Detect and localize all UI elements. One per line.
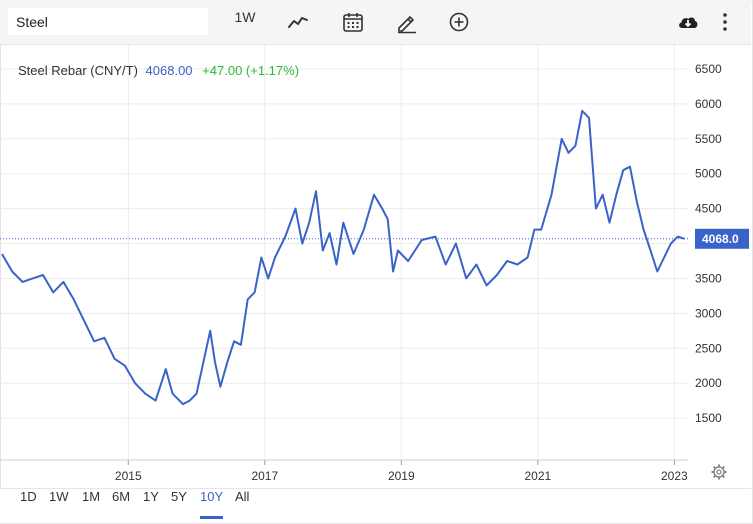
search-input[interactable] [8, 8, 208, 35]
calendar-icon[interactable] [341, 10, 365, 34]
y-tick-label: 2000 [695, 376, 722, 390]
range-button-1y[interactable]: 1Y [143, 489, 159, 504]
chart-grid [0, 45, 688, 460]
range-button-1d[interactable]: 1D [20, 489, 37, 504]
legend-series-name: Steel Rebar (CNY/T) [18, 63, 138, 78]
legend: Steel Rebar (CNY/T) 4068.00 +47.00 (+1.1… [18, 63, 299, 78]
range-button-1w[interactable]: 1W [49, 489, 69, 504]
chart-line-icon[interactable] [286, 10, 310, 34]
y-tick-label: 2500 [695, 341, 722, 355]
last-price-label: 4068.0 [695, 228, 749, 249]
last-price-value: 4068.0 [702, 232, 739, 246]
y-tick-label: 3500 [695, 271, 722, 285]
range-button-6m[interactable]: 6M [112, 489, 131, 504]
range-button-all[interactable]: All [235, 489, 250, 504]
y-tick-label: 4500 [695, 202, 722, 216]
y-tick-label: 6500 [695, 62, 722, 76]
x-tick-label: 2015 [115, 469, 142, 483]
settings-gear-icon[interactable] [711, 464, 727, 480]
series-line-steel-rebar [1, 109, 685, 406]
pencil-icon[interactable] [395, 10, 419, 34]
range-button-1m[interactable]: 1M [82, 489, 101, 504]
y-tick-label: 1500 [695, 411, 722, 425]
y-tick-label: 6000 [695, 97, 722, 111]
more-vertical-icon[interactable] [713, 10, 737, 34]
x-tick-label: 2021 [524, 469, 551, 483]
toolbar: 1W [0, 0, 751, 45]
price-chart[interactable]: 1500200025003000350040004500500055006000… [0, 45, 751, 488]
range-button-10y[interactable]: 10Y [200, 489, 224, 519]
range-button-5y[interactable]: 5Y [171, 489, 187, 504]
x-tick-label: 2023 [661, 469, 688, 483]
y-tick-label: 3000 [695, 306, 722, 320]
y-tick-label: 5000 [695, 167, 722, 181]
legend-price: 4068.00 [146, 63, 193, 78]
legend-change: +47.00 (+1.17%) [202, 63, 299, 78]
x-axis: 2015 2017 2019 2021 2023 [0, 459, 688, 483]
cloud-download-icon[interactable] [676, 10, 700, 34]
interval-button[interactable]: 1W [234, 9, 256, 25]
x-tick-label: 2017 [251, 469, 278, 483]
x-tick-label: 2019 [388, 469, 415, 483]
plus-circle-icon[interactable] [447, 10, 471, 34]
y-axis: 1500200025003000350040004500500055006000… [695, 62, 722, 425]
range-selector: 1D 1W 1M 6M 1Y 5Y 10Y All [0, 488, 751, 523]
y-tick-label: 5500 [695, 132, 722, 146]
